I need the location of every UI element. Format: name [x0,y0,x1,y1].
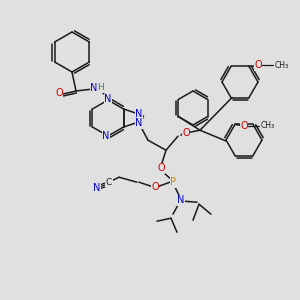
Text: O: O [182,128,190,138]
Text: N: N [93,183,101,193]
Text: O: O [157,163,165,173]
Text: N: N [177,195,185,205]
Text: H: H [98,83,104,92]
Text: N: N [104,94,112,104]
Text: N: N [102,131,110,141]
Text: O: O [151,182,159,192]
Text: O: O [55,88,63,98]
Text: N: N [135,109,143,119]
Text: O: O [240,122,248,131]
Text: N: N [90,83,98,93]
Text: N: N [135,118,143,128]
Text: P: P [170,177,176,187]
Text: CH₃: CH₃ [275,61,289,70]
Text: O: O [254,60,262,70]
Text: C: C [106,178,112,187]
Text: CH₃: CH₃ [261,121,275,130]
